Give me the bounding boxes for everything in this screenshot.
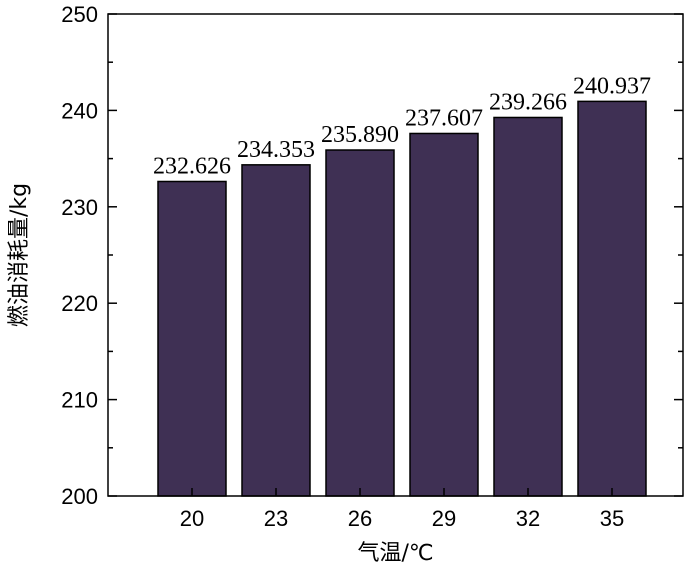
- bars-layer: [157, 100, 647, 497]
- y-tick-label: 230: [61, 195, 98, 220]
- bar-23: [241, 164, 311, 497]
- ticks-layer: 20 23 26 29 32 35 200 210 220 230 240 250: [61, 2, 683, 531]
- bar-32: [493, 116, 563, 497]
- x-tick-label: 29: [432, 506, 456, 531]
- y-tick-label: 210: [61, 388, 98, 413]
- x-tick-label: 35: [600, 506, 624, 531]
- bar-value-label: 237.607: [405, 105, 483, 131]
- bar-value-label: 239.266: [489, 89, 567, 115]
- x-axis-title: 气温/℃: [357, 541, 433, 566]
- x-tick-label: 23: [264, 506, 288, 531]
- bar-value-label: 240.937: [573, 73, 651, 99]
- bar-29: [409, 132, 479, 497]
- y-tick-label: 240: [61, 98, 98, 123]
- bar-20: [157, 180, 227, 497]
- y-tick-label: 220: [61, 291, 98, 316]
- y-axis-title: 燃油消耗量/kg: [7, 183, 32, 327]
- labels-layer: 232.626234.353235.890237.607239.266240.9…: [153, 73, 651, 179]
- x-tick-label: 26: [348, 506, 372, 531]
- y-tick-label: 200: [61, 484, 98, 509]
- bar-value-label: 234.353: [237, 137, 315, 163]
- bar-26: [325, 149, 395, 497]
- bar-value-label: 232.626: [153, 153, 231, 179]
- y-tick-label: 250: [61, 2, 98, 27]
- x-tick-label: 20: [180, 506, 204, 531]
- bar-value-label: 235.890: [321, 122, 399, 148]
- x-tick-label: 32: [516, 506, 540, 531]
- bar-35: [577, 100, 647, 497]
